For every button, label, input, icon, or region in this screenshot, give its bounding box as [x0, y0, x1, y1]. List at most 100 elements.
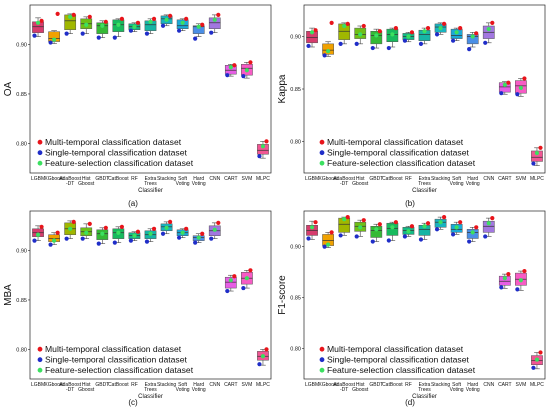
data-point-single [193, 240, 198, 245]
x-tick-label: LGBM [305, 382, 319, 388]
box-mlpc [531, 150, 543, 162]
data-point-single [434, 227, 440, 232]
data-point-feature [502, 276, 507, 281]
data-point-feature [486, 221, 491, 226]
data-point-feature [438, 220, 443, 225]
data-point-feature [438, 26, 443, 31]
data-point-single [112, 240, 117, 245]
data-point-feature [326, 242, 331, 247]
x-tick-label: CART [498, 176, 512, 182]
data-point-single [48, 40, 53, 45]
data-point-multi [442, 21, 447, 26]
x-tick-label: XGboost [318, 382, 338, 388]
data-point-single [176, 28, 182, 33]
x-tick-label: XGboost [44, 382, 64, 388]
data-point-multi [264, 139, 269, 144]
data-point-single [241, 74, 246, 79]
data-point-single [450, 232, 456, 237]
x-tick-label: Soft Voting [450, 382, 464, 393]
x-axis-label: Classifier [412, 188, 437, 194]
data-point-single [193, 36, 198, 41]
box-cart [224, 276, 237, 289]
y-tick-label: 0.90 [290, 35, 301, 41]
data-point-multi [425, 26, 431, 31]
data-point-multi [474, 225, 479, 230]
data-point-single [306, 236, 311, 241]
legend-marker [37, 139, 43, 145]
data-point-multi [200, 22, 205, 27]
x-tick-label: Hist Gboost [352, 382, 369, 393]
data-point-feature [228, 65, 233, 70]
y-tick-label: 0.80 [290, 140, 301, 146]
x-tick-label: MLPC [256, 382, 270, 388]
data-point-single [160, 231, 166, 236]
y-tick-label: 0.80 [290, 346, 301, 352]
data-point-multi [200, 231, 205, 236]
x-tick-label: Hard Voting [466, 176, 480, 187]
x-tick-label: CNN [483, 176, 494, 182]
x-tick-label: CART [224, 176, 238, 182]
data-point-single [96, 241, 101, 246]
data-point-multi [425, 221, 431, 226]
x-tick-label: MLPC [530, 382, 544, 388]
legend-marker [319, 367, 325, 373]
legend-label: Single-temporal classification dataset [45, 148, 187, 158]
x-tick-label: Hist Gboost [352, 176, 369, 187]
x-tick-label: CatBoost [108, 382, 129, 388]
data-point-feature [454, 225, 459, 230]
data-point-single [257, 154, 262, 159]
data-point-feature [470, 34, 475, 39]
legend-label: Feature-selection classification dataset [45, 365, 194, 375]
data-point-feature [228, 278, 233, 283]
x-axis-label: Classifier [412, 394, 437, 400]
legend-label: Multi-temporal classification dataset [45, 137, 182, 147]
data-point-single [483, 40, 488, 45]
data-point-multi [55, 11, 60, 16]
data-point-multi [39, 224, 44, 229]
y-axis-label: MBA [3, 284, 14, 306]
data-point-single [370, 45, 375, 51]
data-point-single [257, 362, 262, 367]
data-point-feature [502, 82, 507, 87]
data-point-feature [148, 19, 153, 24]
data-point-multi [506, 80, 511, 85]
x-tick-label: SVM [515, 382, 526, 388]
data-point-single [64, 31, 69, 36]
data-point-single [483, 234, 488, 239]
data-point-single [370, 239, 375, 244]
x-tick-label: XGboost [318, 176, 338, 182]
data-point-single [418, 41, 424, 46]
data-point-multi [506, 272, 511, 277]
data-point-multi [135, 229, 141, 234]
y-axis-label: F1-score [277, 275, 288, 315]
legend: Multi-temporal classification datasetSin… [37, 137, 194, 168]
data-point-multi [248, 268, 253, 273]
data-point-feature [518, 85, 524, 91]
x-tick-label: RF [131, 382, 138, 388]
data-point-single [128, 238, 133, 243]
data-point-feature [164, 225, 169, 230]
data-point-single [338, 41, 343, 46]
data-point-feature [309, 225, 315, 230]
x-tick-label: MLPC [530, 176, 544, 182]
data-point-feature [518, 278, 524, 283]
data-point-single [209, 30, 214, 35]
legend-label: Multi-temporal classification dataset [327, 344, 464, 354]
data-point-feature [84, 22, 89, 27]
x-tick-label: SVM [241, 176, 252, 182]
data-point-feature [244, 276, 249, 281]
data-point-multi [119, 16, 125, 21]
data-point-single [322, 244, 327, 249]
data-point-feature [35, 232, 41, 237]
legend: Multi-temporal classification datasetSin… [319, 344, 476, 375]
data-point-single [306, 43, 311, 49]
data-point-single [96, 35, 101, 40]
data-point-multi [71, 12, 76, 17]
x-axis-label: Classifier [138, 188, 163, 194]
box-gbdt [96, 22, 109, 34]
legend-label: Feature-selection classification dataset [45, 158, 194, 168]
data-point-multi [458, 26, 463, 31]
